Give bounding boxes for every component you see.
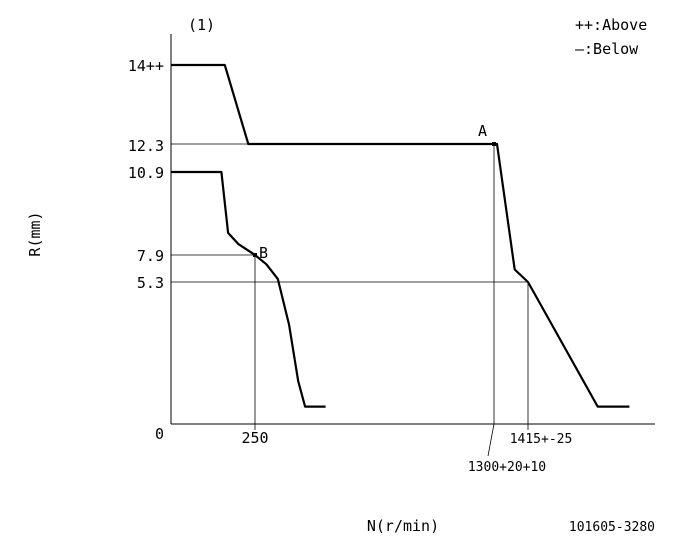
y-tick-label-14: 14++ — [128, 57, 164, 75]
legend-below: —:Below — [575, 40, 639, 58]
x-tick-label-1300: 1300+20+10 — [468, 460, 546, 475]
axes — [170, 34, 655, 425]
point-marker-b — [253, 253, 257, 257]
upper-curve — [171, 63, 630, 408]
y-tick-label-12-3: 12.3 — [128, 137, 164, 155]
y-tick-label-10-9: 10.9 — [128, 164, 164, 182]
point-label-b: B — [259, 244, 268, 262]
lower-curve — [171, 170, 326, 408]
point-marker-a — [492, 142, 496, 146]
figure-code: 101605-3280 — [569, 520, 655, 535]
leader-line-1300 — [487, 423, 495, 457]
y-tick-label-5-3: 5.3 — [137, 274, 164, 292]
y-axis-label: R(mm) — [26, 211, 44, 256]
figure-label: (1) — [188, 16, 215, 34]
point-label-a: A — [478, 122, 487, 140]
y-tick-label-7-9: 7.9 — [137, 247, 164, 265]
legend-above: ++:Above — [575, 16, 647, 34]
curves — [171, 63, 630, 408]
x-axis-label: N(r/min) — [367, 517, 439, 535]
x-tick-label-250: 250 — [241, 429, 268, 447]
y-tick-label-0: 0 — [155, 425, 164, 443]
point-markers — [253, 142, 496, 257]
x-tick-label-1415: 1415+-25 — [510, 432, 573, 447]
reference-lines — [171, 64, 529, 457]
